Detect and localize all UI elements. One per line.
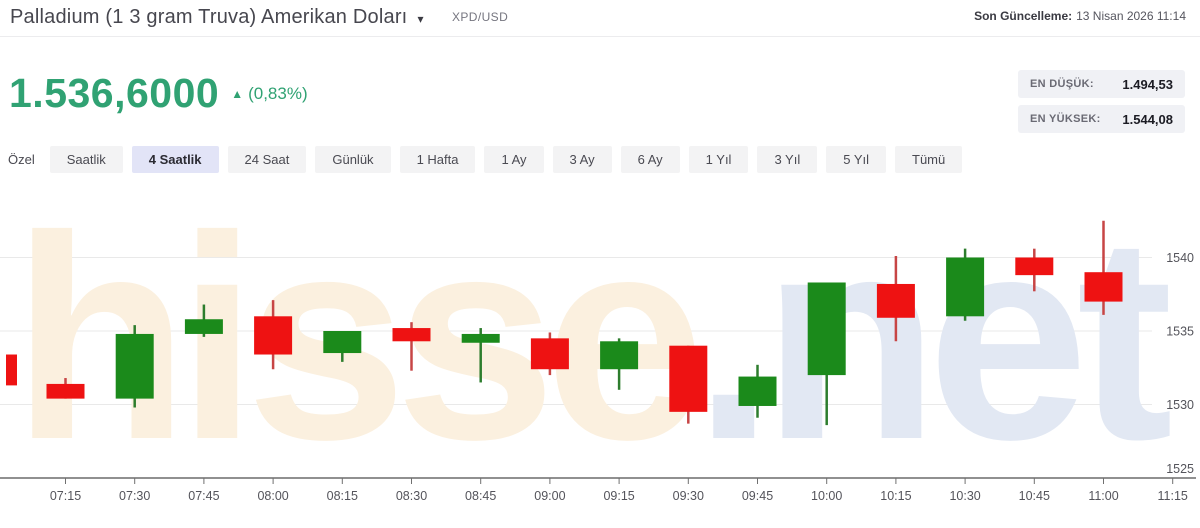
x-label-11:00: 11:00 bbox=[1088, 489, 1118, 503]
chevron-down-icon: ▾ bbox=[417, 12, 424, 26]
price-change: ▲ (0,83%) bbox=[231, 84, 307, 104]
stat-highest: EN YÜKSEK: 1.544,08 bbox=[1018, 105, 1185, 133]
tab-24-saat[interactable]: 24 Saat bbox=[227, 146, 307, 173]
tab-3-yıl[interactable]: 3 Yıl bbox=[757, 146, 818, 173]
candle-09:15[interactable] bbox=[600, 338, 639, 390]
last-update-label: Son Güncelleme: bbox=[974, 9, 1073, 23]
header: Palladium (1 3 gram Truva) Amerikan Dola… bbox=[0, 0, 1200, 37]
candles bbox=[6, 220, 1123, 426]
tab-özel[interactable]: Özel bbox=[8, 146, 41, 173]
tab-5-yıl[interactable]: 5 Yıl bbox=[826, 146, 887, 173]
instrument-title[interactable]: Palladium (1 3 gram Truva) Amerikan Dola… bbox=[10, 6, 424, 29]
x-label-11:15: 11:15 bbox=[1158, 489, 1188, 503]
candle-07:00[interactable] bbox=[6, 354, 17, 386]
watermark: hisse.net bbox=[12, 176, 1172, 500]
x-label-09:00: 09:00 bbox=[534, 489, 565, 503]
candle-07:15[interactable] bbox=[46, 378, 85, 399]
x-label-07:45: 07:45 bbox=[188, 489, 219, 503]
candle-07:30[interactable] bbox=[115, 325, 154, 408]
x-label-09:30: 09:30 bbox=[673, 489, 704, 503]
candle-10:30[interactable] bbox=[946, 248, 985, 321]
candle-10:00[interactable] bbox=[807, 282, 846, 426]
candle-10:15[interactable] bbox=[876, 256, 915, 342]
x-label-08:15: 08:15 bbox=[327, 489, 358, 503]
stat-lowest-label: EN DÜŞÜK: bbox=[1030, 78, 1094, 90]
tab-6-ay[interactable]: 6 Ay bbox=[620, 146, 680, 173]
instrument-title-label: Palladium (1 3 gram Truva) Amerikan Dola… bbox=[10, 6, 408, 28]
stat-lowest: EN DÜŞÜK: 1.494,53 bbox=[1018, 70, 1185, 98]
y-label-1530: 1530 bbox=[1166, 398, 1194, 412]
current-price: 1.536,6000 bbox=[9, 70, 220, 116]
x-axis: 07:15 07:30 07:45 08:00 08:15 08:30 08:45 09:00… bbox=[0, 477, 1196, 503]
tab-saatlik[interactable]: Saatlik bbox=[49, 146, 123, 173]
x-label-09:45: 09:45 bbox=[742, 489, 773, 503]
candle-11:00[interactable] bbox=[1084, 220, 1123, 315]
last-update: Son Güncelleme: 13 Nisan 2026 11:14 bbox=[974, 9, 1186, 23]
tab-1-ay[interactable]: 1 Ay bbox=[484, 146, 544, 173]
tab-1-yıl[interactable]: 1 Yıl bbox=[688, 146, 749, 173]
candle-09:45[interactable] bbox=[738, 364, 777, 418]
candle-08:30[interactable] bbox=[392, 322, 431, 371]
tab-günlük[interactable]: Günlük bbox=[315, 146, 391, 173]
x-label-07:15: 07:15 bbox=[50, 489, 81, 503]
timeframe-tabs: Özel Saatlik 4 Saatlik 24 Saat Günlük 1 Hafta… bbox=[8, 146, 963, 173]
candle-07:45[interactable] bbox=[184, 304, 223, 337]
stat-highest-label: EN YÜKSEK: bbox=[1030, 113, 1101, 125]
y-axis-labels: 1525 1530 1535 1540 bbox=[1166, 251, 1194, 476]
x-label-09:15: 09:15 bbox=[603, 489, 634, 503]
tab-3-ay[interactable]: 3 Ay bbox=[552, 146, 612, 173]
candle-09:00[interactable] bbox=[530, 332, 569, 376]
x-label-07:30: 07:30 bbox=[119, 489, 150, 503]
tab-1-hafta[interactable]: 1 Hafta bbox=[399, 146, 476, 173]
candle-08:00[interactable] bbox=[254, 300, 293, 370]
price-change-percent: (0,83%) bbox=[248, 83, 308, 103]
stat-lowest-value: 1.494,53 bbox=[1122, 76, 1173, 92]
y-label-1540: 1540 bbox=[1166, 251, 1194, 265]
x-label-08:00: 08:00 bbox=[257, 489, 288, 503]
tab-tümü[interactable]: Tümü bbox=[895, 146, 963, 173]
x-label-10:15: 10:15 bbox=[880, 489, 911, 503]
x-label-08:45: 08:45 bbox=[465, 489, 496, 503]
candle-08:15[interactable] bbox=[323, 331, 362, 362]
candle-10:45[interactable] bbox=[1015, 248, 1054, 292]
x-label-10:30: 10:30 bbox=[949, 489, 980, 503]
x-label-10:00: 10:00 bbox=[811, 489, 842, 503]
price-block: 1.536,6000 ▲ (0,83%) bbox=[9, 70, 308, 117]
y-label-1535: 1535 bbox=[1166, 325, 1194, 339]
y-label-1525: 1525 bbox=[1166, 462, 1194, 476]
candlestick-chart[interactable]: hisse.net 07:15 07:30 07:45 08:00 08:15 08:30 0… bbox=[0, 176, 1200, 528]
symbol-code: XPD/USD bbox=[452, 10, 509, 24]
x-label-08:30: 08:30 bbox=[396, 489, 427, 503]
x-label-10:45: 10:45 bbox=[1019, 489, 1050, 503]
last-update-value: 13 Nisan 2026 11:14 bbox=[1076, 9, 1186, 23]
candle-08:45[interactable] bbox=[461, 328, 500, 383]
tab-4-saatlik[interactable]: 4 Saatlik bbox=[131, 146, 219, 173]
stat-highest-value: 1.544,08 bbox=[1122, 111, 1173, 127]
up-arrow-icon: ▲ bbox=[231, 86, 244, 101]
candle-09:30[interactable] bbox=[669, 345, 708, 424]
stats-panel: EN DÜŞÜK: 1.494,53 EN YÜKSEK: 1.544,08 bbox=[1018, 70, 1185, 133]
